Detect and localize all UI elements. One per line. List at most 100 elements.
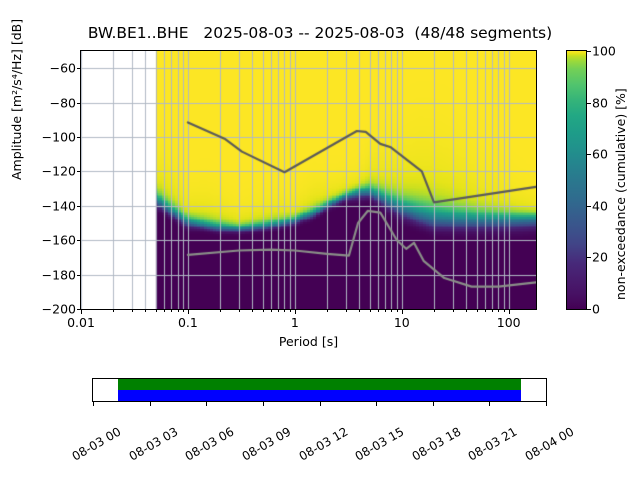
x-tick-label-4: 100	[496, 315, 521, 330]
timeline-tick-label-7: 08-03 21	[466, 424, 520, 464]
colorbar-tick-mark	[587, 51, 591, 52]
y-tick-label-2: −100	[41, 129, 76, 145]
x-tick-mark	[476, 310, 478, 312]
x-tick-mark	[132, 310, 134, 312]
timeline-tick-label-2: 08-03 06	[182, 424, 237, 464]
x-tick-mark	[385, 310, 387, 312]
colorbar-tick-label-5: 100	[592, 43, 616, 59]
timeline-tick-mark	[546, 402, 547, 406]
x-tick-mark	[262, 310, 264, 312]
x-tick-mark	[396, 310, 398, 312]
colorbar-tick-label-0: 0	[592, 301, 600, 317]
x-tick-mark	[187, 310, 189, 314]
colorbar-tick-label-4: 80	[592, 95, 608, 111]
y-tick-label-6: −180	[41, 267, 76, 283]
y-tick-label-7: −200	[41, 301, 76, 317]
timeline-tick-mark	[432, 402, 434, 406]
x-tick-mark	[145, 310, 147, 312]
timeline-tick-mark	[376, 402, 378, 406]
x-tick-mark	[508, 310, 510, 314]
timeline-tick-label-5: 08-03 15	[352, 424, 407, 464]
noise-model-curves	[81, 51, 536, 309]
y-tick-label-0: −60	[49, 60, 76, 76]
x-tick-mark	[164, 310, 166, 312]
timeline-tick-mark	[319, 402, 321, 406]
plot-title: BW.BE1..BHE 2025-08-03 -- 2025-08-03 (48…	[87, 24, 553, 42]
colorbar-tick-mark	[587, 102, 591, 104]
x-tick-mark	[391, 310, 393, 312]
y-tick-mark	[76, 240, 80, 242]
x-tick-mark	[433, 310, 435, 312]
colorbar-tick-mark	[587, 154, 591, 156]
x-tick-mark	[171, 310, 173, 312]
x-axis-label: Period [s]	[278, 334, 339, 349]
coverage-band-blue	[117, 390, 522, 401]
colorbar-label: non-exceedance (cumulative) [%]	[613, 88, 628, 300]
timeline-tick-mark	[93, 402, 94, 406]
x-tick-mark	[238, 310, 240, 312]
x-tick-mark	[484, 310, 486, 312]
y-tick-label-4: −140	[41, 198, 76, 214]
x-tick-mark	[177, 310, 179, 312]
timeline-tick-label-0: 08-03 00	[69, 424, 124, 464]
x-tick-mark	[345, 310, 347, 312]
x-tick-mark	[155, 310, 157, 312]
y-tick-mark	[76, 205, 80, 207]
x-tick-mark	[492, 310, 494, 312]
timeline-tick-mark	[149, 402, 151, 406]
x-tick-label-3: 10	[393, 315, 410, 330]
y-tick-label-5: −160	[41, 232, 76, 248]
x-tick-label-2: 1	[290, 315, 299, 330]
x-tick-mark	[369, 310, 371, 312]
x-tick-mark	[278, 310, 280, 312]
colorbar[interactable]	[566, 50, 587, 310]
x-tick-mark	[289, 310, 291, 312]
x-tick-mark	[327, 310, 329, 312]
timeline-tick-label-4: 08-03 12	[296, 424, 350, 464]
x-tick-mark	[183, 310, 185, 312]
y-axis-label: Amplitude [m²/s⁴/Hz] [dB]	[9, 18, 24, 180]
y-tick-label-3: −120	[41, 163, 76, 179]
x-tick-label-0: 0.01	[67, 315, 95, 330]
y-tick-mark	[76, 171, 80, 173]
colorbar-tick-label-1: 20	[592, 249, 608, 265]
y-tick-mark	[76, 102, 80, 104]
timeline-tick-label-1: 08-03 03	[126, 424, 181, 464]
timeline-tick-layer: 08-03 00 08-03 03 08-03 06 08-03 09 08-03 12…	[70, 378, 576, 464]
y-tick-mark	[76, 68, 80, 70]
timeline-tick-label-8: 08-04 00	[522, 424, 577, 464]
x-tick-mark	[252, 310, 254, 312]
x-tick-mark	[81, 310, 82, 314]
x-tick-mark	[466, 310, 468, 312]
x-tick-mark	[220, 310, 222, 312]
colorbar-tick-mark	[587, 309, 591, 310]
timeline-tick-label-3: 08-03 09	[239, 424, 294, 464]
x-tick-mark	[284, 310, 286, 312]
colorbar-tick-mark	[587, 205, 591, 207]
colorbar-tick-mark	[587, 257, 591, 259]
x-tick-mark	[498, 310, 500, 312]
axis-tick-layer: −60 −80 −100 −120 −140 −160 −180 −200 0.01 0.1 1 10…	[42, 50, 537, 330]
colorbar-tick-layer: 0 20 40 60 80 100	[566, 44, 616, 317]
y-tick-mark	[76, 137, 80, 138]
x-tick-mark	[113, 310, 115, 312]
x-tick-label-1: 0.1	[177, 315, 198, 330]
coverage-band-green	[117, 379, 522, 390]
data-coverage-timeline[interactable]	[92, 378, 547, 402]
x-tick-mark	[452, 310, 454, 312]
colorbar-tick-label-3: 60	[592, 146, 608, 162]
timeline-tick-mark	[262, 402, 264, 406]
ppsd-plot-area[interactable]	[80, 50, 537, 310]
y-tick-label-1: −80	[49, 95, 76, 111]
colorbar-tick-label-2: 40	[592, 198, 608, 214]
x-tick-mark	[503, 310, 505, 312]
timeline-tick-label-6: 08-03 18	[409, 424, 464, 464]
x-tick-mark	[359, 310, 361, 312]
x-tick-mark	[294, 310, 296, 314]
timeline-tick-mark	[206, 402, 208, 406]
x-tick-mark	[401, 310, 403, 314]
x-tick-mark	[271, 310, 273, 312]
timeline-tick-mark	[489, 402, 491, 406]
x-tick-mark	[378, 310, 380, 312]
